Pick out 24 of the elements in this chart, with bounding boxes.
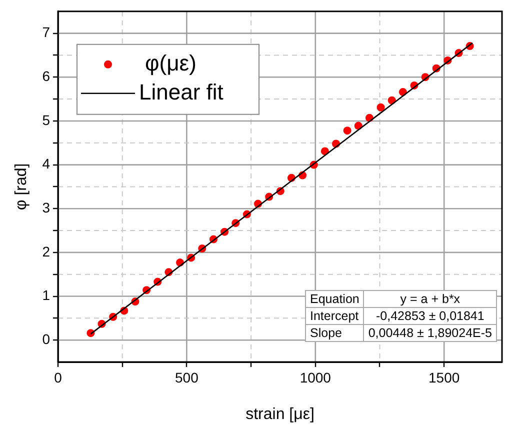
annotation: Equation [306,290,364,308]
y-tick-label: 5 [42,112,50,128]
annotation: y = a + b*x [364,290,496,308]
y-axis-title: φ [rad] [13,163,30,210]
point [343,126,352,135]
point [376,103,385,112]
x-axis-title: strain [με] [246,406,314,423]
y-tick-label: 7 [42,24,50,40]
y-tick-label: 6 [42,68,50,84]
legend-label: Linear fit [139,79,224,104]
annotation: Slope [306,324,364,342]
x-tick-label: 1500 [428,369,460,386]
y-tick-label: 3 [42,199,50,216]
y-tick-label: 4 [42,156,50,172]
annotation: -0,42853 ± 0,01841 [364,308,496,324]
x-tick-label: 0 [54,369,62,386]
x-tick-label: 500 [175,369,199,386]
y-tick-label: 2 [42,243,50,260]
y-tick-label: 0 [42,330,50,347]
annotation: Intercept [306,308,364,324]
y-tick-label: 1 [42,287,50,304]
x-tick-label: 1000 [300,369,332,386]
annotation: 0,00448 ± 1,89024E-5 [364,324,496,342]
legend-label: φ(με) [145,50,196,76]
